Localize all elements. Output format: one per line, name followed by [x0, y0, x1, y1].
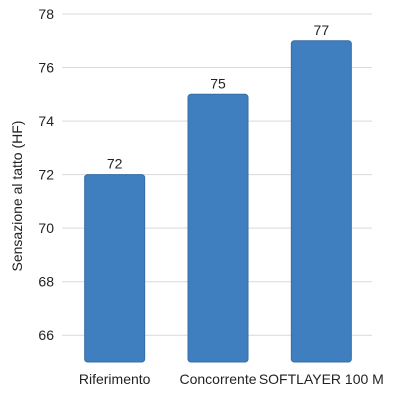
y-tick-labels: 66 68 70 72 74 76 78	[38, 6, 54, 343]
y-tick-label: 70	[38, 220, 54, 236]
bar-value-label: 75	[210, 75, 226, 91]
bar	[84, 174, 146, 363]
x-category-labels: Riferimento Concorrente SOFTLAYER 100 M	[79, 371, 384, 387]
y-tick-label: 68	[38, 274, 54, 290]
y-tick-label: 72	[38, 167, 54, 183]
bars	[84, 40, 352, 363]
bar	[187, 93, 249, 363]
bar	[290, 40, 352, 363]
data-labels: 72 75 77	[107, 22, 329, 172]
y-tick-label: 66	[38, 327, 54, 343]
x-category-label: Riferimento	[79, 371, 151, 387]
y-tick-label: 78	[38, 6, 54, 22]
bar-value-label: 72	[107, 156, 123, 172]
y-tick-label: 76	[38, 60, 54, 76]
x-category-label: Concorrente	[179, 371, 256, 387]
bar-value-label: 77	[314, 22, 330, 38]
x-category-label: SOFTLAYER 100 M	[259, 371, 384, 387]
y-tick-label: 74	[38, 113, 54, 129]
y-axis-title: Sensazione al tatto (HF)	[9, 121, 25, 272]
